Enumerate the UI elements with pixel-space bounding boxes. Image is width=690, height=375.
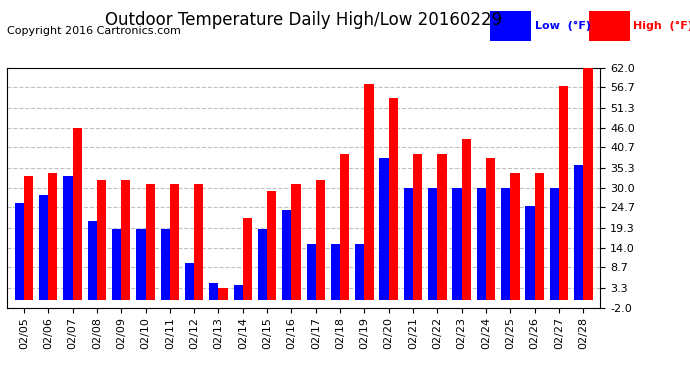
Bar xyxy=(121,180,130,300)
Bar xyxy=(535,172,544,300)
Bar xyxy=(88,221,97,300)
Bar xyxy=(14,202,24,300)
Bar xyxy=(194,184,204,300)
Bar xyxy=(161,229,170,300)
Bar xyxy=(291,184,301,300)
Bar xyxy=(355,244,364,300)
FancyBboxPatch shape xyxy=(589,11,629,41)
Bar xyxy=(39,195,48,300)
Bar xyxy=(428,188,437,300)
Bar xyxy=(48,172,57,300)
Bar xyxy=(24,176,33,300)
Bar xyxy=(306,244,316,300)
Bar xyxy=(258,229,267,300)
Bar xyxy=(72,128,82,300)
Bar xyxy=(477,188,486,300)
Bar xyxy=(185,262,194,300)
Bar xyxy=(574,165,583,300)
Text: Outdoor Temperature Daily High/Low 20160229: Outdoor Temperature Daily High/Low 20160… xyxy=(105,11,502,29)
Bar xyxy=(331,244,340,300)
Bar xyxy=(233,285,243,300)
Text: Copyright 2016 Cartronics.com: Copyright 2016 Cartronics.com xyxy=(7,26,181,36)
Bar xyxy=(364,84,374,300)
Bar xyxy=(388,98,398,300)
Text: Low  (°F): Low (°F) xyxy=(535,21,591,31)
Bar xyxy=(525,206,535,300)
Bar xyxy=(453,188,462,300)
Bar xyxy=(583,68,593,300)
Bar xyxy=(63,176,72,300)
Bar xyxy=(486,158,495,300)
FancyBboxPatch shape xyxy=(490,11,531,41)
Bar xyxy=(282,210,291,300)
Bar xyxy=(462,139,471,300)
Bar xyxy=(209,283,219,300)
Bar xyxy=(501,188,511,300)
Bar xyxy=(404,188,413,300)
Bar xyxy=(340,154,349,300)
Bar xyxy=(170,184,179,300)
Bar xyxy=(137,229,146,300)
Bar xyxy=(550,188,559,300)
Bar xyxy=(267,191,277,300)
Bar xyxy=(437,154,446,300)
Bar xyxy=(380,158,388,300)
Bar xyxy=(413,154,422,300)
Bar xyxy=(146,184,155,300)
Bar xyxy=(316,180,325,300)
Bar xyxy=(511,172,520,300)
Bar xyxy=(219,288,228,300)
Bar xyxy=(243,217,252,300)
Bar xyxy=(559,86,568,300)
Text: High  (°F): High (°F) xyxy=(633,21,690,31)
Bar xyxy=(112,229,121,300)
Bar xyxy=(97,180,106,300)
